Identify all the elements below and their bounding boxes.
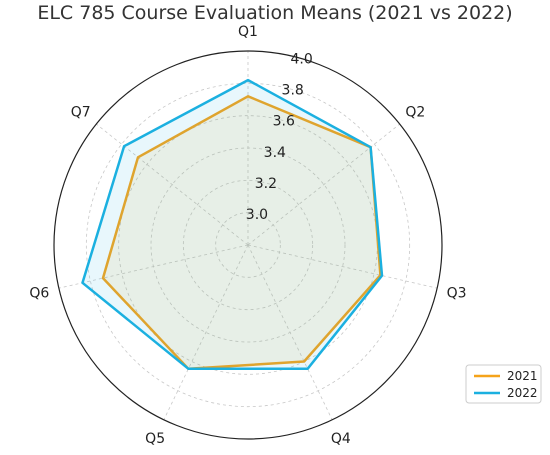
category-label-q4: Q4 — [331, 431, 351, 447]
grid-spoke — [163, 244, 249, 420]
grid-circle — [85, 82, 411, 408]
r-tick-label: 3.8 — [282, 83, 304, 99]
series-2022-polygon — [81, 78, 384, 371]
category-label-q7: Q7 — [71, 105, 91, 121]
category-label-q3: Q3 — [447, 286, 467, 302]
series-layer — [81, 78, 384, 371]
grid-spoke — [247, 244, 438, 289]
legend-label-2022: 2022 — [507, 386, 538, 400]
grid-circle — [182, 179, 314, 311]
grid-spoke — [96, 123, 249, 246]
polar-frame — [53, 50, 443, 440]
legend-label-2021: 2021 — [507, 369, 538, 383]
legend: 2021 2022 — [465, 364, 542, 404]
grid-spoke — [247, 244, 333, 420]
r-tick-label: 3.0 — [246, 207, 268, 223]
category-label-q6: Q6 — [29, 286, 49, 302]
category-label-q1: Q1 — [238, 24, 258, 40]
category-label-q2: Q2 — [405, 105, 425, 121]
grid-spoke — [58, 244, 249, 289]
chart-title: ELC 785 Course Evaluation Means (2021 vs… — [37, 2, 513, 24]
r-tick-label: 3.4 — [264, 145, 286, 161]
category-label-q5: Q5 — [145, 431, 165, 447]
grid-spoke — [247, 123, 400, 246]
r-tick-label: 3.2 — [255, 176, 277, 192]
label-layer: 3.0 3.2 3.4 3.6 3.8 4.0 Q1 Q2 Q3 Q4 Q5 Q6 Q7 — [29, 24, 466, 447]
r-tick-label: 4.0 — [290, 52, 312, 68]
r-tick-label: 3.6 — [273, 114, 295, 130]
